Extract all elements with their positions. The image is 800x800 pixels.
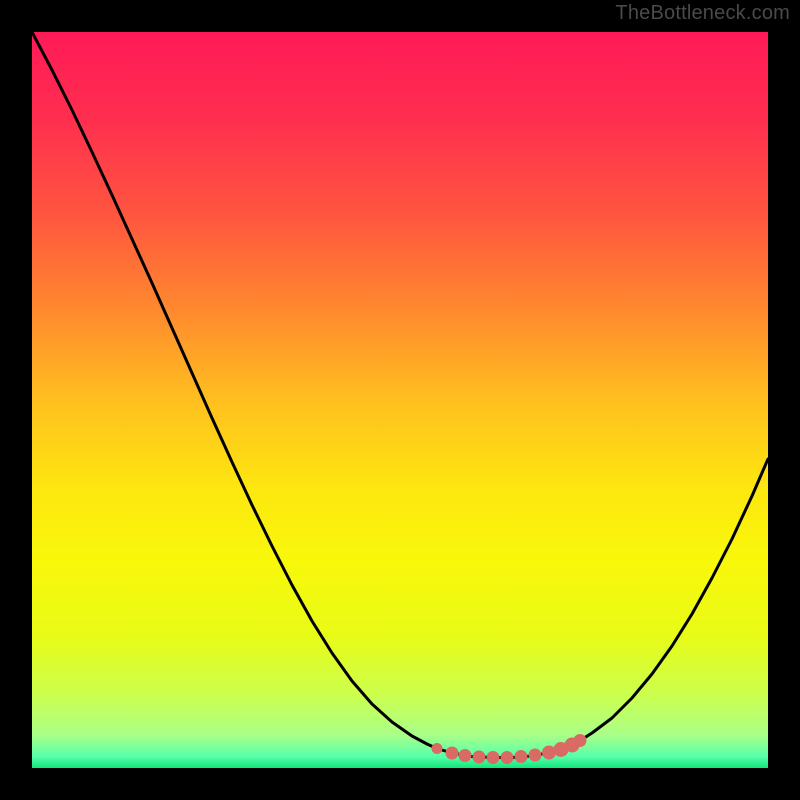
chart-frame: TheBottleneck.com [0,0,800,800]
gradient-background [32,32,768,768]
marker-dot [473,751,485,763]
marker-dot [446,747,458,759]
marker-dot [432,744,442,754]
marker-dot [515,751,527,763]
marker-dot [501,752,513,764]
watermark-text: TheBottleneck.com [615,2,790,25]
marker-dot [487,752,499,764]
plot-area [32,32,768,768]
marker-dot [543,746,556,759]
bottleneck-curve-chart [32,32,768,768]
marker-dot [459,750,471,762]
marker-dot [529,749,541,761]
marker-dot [574,735,586,747]
